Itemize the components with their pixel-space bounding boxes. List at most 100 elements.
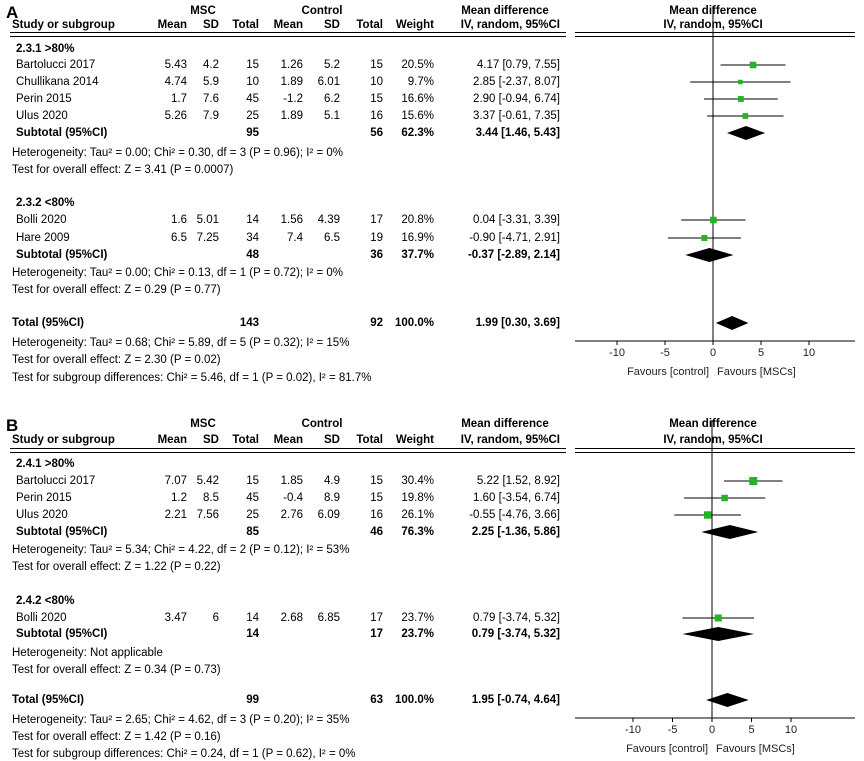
study-sd-msc: 7.25 [196, 232, 219, 244]
header-method-plot: IV, random, 95%CI [663, 434, 763, 446]
study-total-control: 10 [370, 76, 383, 88]
header-weight: Weight [395, 434, 434, 446]
x-tick-label: 0 [709, 724, 715, 736]
header-sd-1: SD [203, 19, 219, 31]
study-total-msc: 14 [246, 612, 259, 624]
x-tick-label: -10 [609, 347, 625, 359]
header-rule [10, 32, 566, 33]
subtotal-label: Subtotal (95%CI) [16, 628, 108, 640]
x-tick-label: 5 [748, 724, 754, 736]
subtotal-label: Subtotal (95%CI) [16, 249, 108, 261]
study-mean-msc: 1.7 [171, 93, 187, 105]
study-total-control: 19 [370, 232, 383, 244]
study-sd-control: 4.39 [317, 214, 340, 226]
subtotal-label: Subtotal (95%CI) [16, 526, 108, 538]
header-sd-2: SD [324, 434, 340, 446]
study-mean-control: 1.56 [280, 214, 303, 226]
study-weight: 23.7% [401, 612, 434, 624]
study-total-control: 15 [370, 492, 383, 504]
study-weight: 20.8% [401, 214, 434, 226]
favours-control-label: Favours [control] [627, 366, 709, 378]
study-name: Ulus 2020 [16, 110, 68, 122]
header-mean-2: Mean [273, 434, 303, 446]
header-mean-difference-plot: Mean difference [669, 418, 757, 430]
effect-square [710, 216, 717, 224]
study-total-control: 17 [370, 214, 383, 226]
heterogeneity-text: Heterogeneity: Tau² = 5.34; Chi² = 4.22,… [12, 544, 350, 556]
study-sd-control: 4.9 [324, 475, 340, 487]
subtotal-total-control: 56 [370, 127, 383, 139]
subgroup-label: 2.3.2 <80% [16, 197, 75, 209]
study-ci: 0.04 [-3.31, 3.39] [473, 214, 560, 226]
study-mean-control: 1.89 [280, 76, 303, 88]
pooled-diamond [727, 126, 766, 140]
header-sd-1: SD [203, 434, 219, 446]
study-sd-control: 5.2 [324, 59, 340, 71]
study-name: Chullikana 2014 [16, 76, 99, 88]
study-mean-msc: 5.26 [164, 110, 187, 122]
study-ci: -0.90 [-4.71, 2.91] [469, 232, 560, 244]
effect-square [714, 614, 722, 622]
study-name: Bolli 2020 [16, 214, 67, 226]
study-name: Bolli 2020 [16, 612, 67, 624]
study-total-control: 16 [370, 110, 383, 122]
x-tick-label: -10 [625, 724, 641, 736]
study-weight: 30.4% [401, 475, 434, 487]
study-mean-msc: 3.47 [164, 612, 187, 624]
header-total-2: Total [356, 19, 383, 31]
subtotal-total-control: 17 [370, 628, 383, 640]
subtotal-label: Subtotal (95%CI) [16, 127, 108, 139]
study-mean-msc: 6.5 [171, 232, 187, 244]
study-ci: 2.85 [-2.37, 8.07] [473, 76, 560, 88]
study-total-msc: 45 [246, 93, 259, 105]
study-sd-control: 6.09 [317, 509, 340, 521]
study-name: Hare 2009 [16, 232, 70, 244]
study-total-msc: 10 [246, 76, 259, 88]
subtotal-weight: 62.3% [401, 127, 434, 139]
study-sd-control: 6.01 [317, 76, 340, 88]
total-heterogeneity-text: Heterogeneity: Tau² = 0.68; Chi² = 5.89,… [12, 337, 350, 349]
total-n-msc: 143 [239, 317, 259, 329]
subtotal-total-msc: 85 [246, 526, 259, 538]
total-label: Total (95%CI) [12, 317, 84, 329]
header-mean-1: Mean [157, 434, 187, 446]
favours-control-label: Favours [control] [626, 743, 708, 755]
effect-square [701, 235, 708, 241]
forest-plot-area: -10 -5 0 5 10 Favours [control] Favours [MSCs] [575, 6, 855, 378]
pooled-diamond [706, 693, 749, 707]
study-name: Ulus 2020 [16, 509, 68, 521]
x-tick-label: 0 [710, 347, 716, 359]
total-label: Total (95%CI) [12, 694, 84, 706]
study-sd-control: 6.85 [317, 612, 340, 624]
study-mean-msc: 1.2 [171, 492, 187, 504]
study-weight: 15.6% [401, 110, 434, 122]
study-weight: 19.8% [401, 492, 434, 504]
header-study: Study or subgroup [12, 434, 115, 446]
effect-square [737, 96, 744, 102]
x-tick-label: -5 [668, 724, 678, 736]
header-rule-plot [575, 452, 855, 453]
panel-label: A [6, 3, 19, 22]
study-mean-control: 7.4 [287, 232, 303, 244]
header-sd-2: SD [324, 19, 340, 31]
effect-square [749, 61, 757, 69]
study-ci: 2.90 [-0.94, 6.74] [473, 93, 560, 105]
study-sd-msc: 5.01 [196, 214, 219, 226]
heterogeneity-text: Heterogeneity: Tau² = 0.00; Chi² = 0.30,… [12, 147, 344, 159]
subtotal-ci: -0.37 [-2.89, 2.14] [467, 249, 560, 261]
study-weight: 26.1% [401, 509, 434, 521]
study-sd-msc: 7.6 [203, 93, 219, 105]
study-sd-msc: 8.5 [203, 492, 219, 504]
total-n-control: 92 [370, 317, 383, 329]
study-mean-control: 2.76 [280, 509, 303, 521]
study-weight: 16.9% [401, 232, 434, 244]
study-total-msc: 15 [246, 59, 259, 71]
effect-square [742, 113, 749, 119]
heterogeneity-text: Heterogeneity: Not applicable [12, 647, 163, 659]
subtotal-ci: 3.44 [1.46, 5.43] [475, 127, 560, 139]
subtotal-total-msc: 48 [246, 249, 259, 261]
favours-msc-label: Favours [MSCs] [717, 366, 796, 378]
subtotal-ci: 2.25 [-1.36, 5.86] [471, 526, 560, 538]
subtotal-total-control: 36 [370, 249, 383, 261]
study-mean-msc: 2.21 [164, 509, 187, 521]
